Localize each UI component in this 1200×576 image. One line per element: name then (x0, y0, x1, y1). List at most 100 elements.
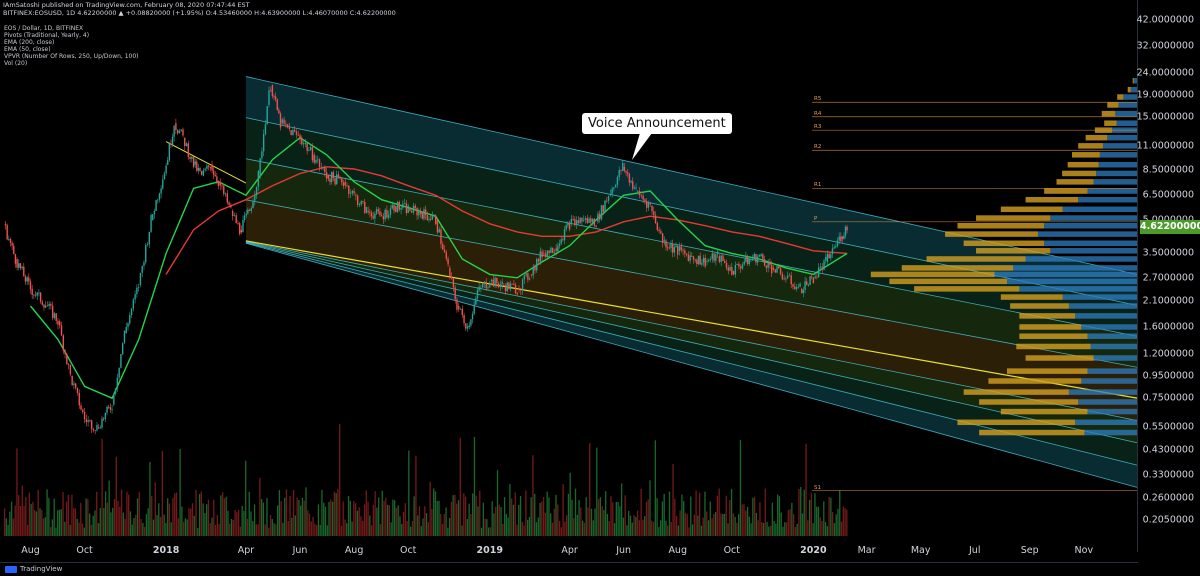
candle-body (194, 161, 196, 165)
candle-body (23, 266, 25, 277)
volume-bar (622, 517, 625, 536)
vpvr-up-bar (1123, 94, 1137, 100)
channel-line (245, 158, 1138, 337)
volume-bar (431, 508, 433, 536)
candle-body (553, 252, 556, 254)
volume-bar (801, 513, 804, 536)
volume-bar (333, 491, 336, 536)
volume-bar (750, 523, 752, 536)
volume-bar (108, 480, 110, 536)
volume-bar (335, 493, 337, 536)
candle-body (841, 236, 844, 239)
candle-body (653, 211, 655, 216)
volume-bar (722, 514, 724, 536)
candle-body (753, 254, 755, 259)
volume-bar (145, 514, 148, 536)
vpvr-up-bar (1093, 355, 1137, 361)
volume-bar (496, 470, 499, 536)
candle-body (792, 284, 794, 287)
candle-body (516, 293, 518, 295)
candle-body (39, 292, 42, 302)
volume-bar (422, 518, 424, 536)
volume-bar (581, 520, 584, 536)
volume-bar (28, 492, 31, 536)
volume-bar (425, 513, 428, 536)
candle-body (14, 254, 17, 264)
volume-bar (729, 499, 731, 536)
indicator-vpvr[interactable]: VPVR (Number Of Rows, 250, Up/Down, 100) (4, 53, 139, 60)
vpvr-down-bar (1000, 206, 1063, 213)
volume-bar (580, 507, 582, 536)
indicator-pivots[interactable]: Pivots (Traditional, Yearly, 4) (4, 32, 90, 39)
volume-bar (49, 527, 52, 536)
candle-body (694, 259, 696, 261)
vpvr-up-bar (1078, 196, 1137, 203)
candle-body (374, 213, 376, 219)
price-axis[interactable]: 42.0000000 32.0000000 24.0000000 19.0000000… (1137, 0, 1200, 552)
candle-body (586, 218, 588, 223)
volume-bar (188, 508, 190, 536)
volume-bar (695, 490, 697, 536)
candle-body (318, 159, 321, 168)
candle-body (501, 281, 503, 285)
vpvr-down-bar (1000, 294, 1063, 300)
candle-body (611, 188, 613, 194)
candle-body (697, 255, 700, 264)
price-tick-label: 2.7000000 (1142, 272, 1194, 284)
volume-bar (209, 523, 211, 536)
candle-body (823, 260, 825, 270)
volume-bar (491, 501, 493, 536)
volume-bar (133, 517, 135, 536)
candle-body (438, 229, 440, 233)
candle-body (743, 261, 745, 265)
indicator-ema200[interactable]: EMA (200, close) (4, 39, 55, 46)
volume-bar (71, 494, 73, 536)
volume-bar (753, 496, 756, 536)
volume-bar (190, 508, 192, 536)
candle-body (635, 187, 637, 189)
candle-body (428, 219, 430, 221)
indicator-ema50[interactable]: EMA (50, close) (4, 46, 51, 53)
candle-body (593, 218, 596, 226)
indicator-symbol[interactable]: EOS / Dollar, 1D, BITFINEX (4, 25, 84, 32)
volume-bar (629, 515, 632, 536)
pivot-label: R1 (814, 182, 822, 189)
volume-bar (206, 504, 208, 536)
candle-body (670, 243, 672, 248)
candle-body (732, 271, 735, 275)
volume-bar (354, 503, 357, 536)
volume-bar (399, 516, 401, 536)
pivot-label: R4 (814, 110, 822, 117)
volume-bar (220, 495, 222, 536)
volume-bar (353, 501, 355, 536)
volume-bar (546, 491, 548, 536)
volume-bar (502, 523, 504, 536)
volume-bar (447, 527, 449, 536)
candle-body (711, 253, 714, 259)
volume-bar (261, 499, 263, 536)
candle-body (302, 143, 305, 145)
volume-bar (647, 499, 649, 536)
volume-bar (503, 497, 506, 536)
candle-body (708, 259, 710, 261)
time-tick-label: Sep (1020, 545, 1039, 556)
volume-bar (587, 507, 589, 536)
candle-body (375, 209, 378, 214)
candle-body (771, 265, 773, 274)
volume-bar (360, 516, 362, 536)
candle-body (152, 214, 154, 220)
volume-bar (569, 472, 571, 536)
volume-bar (558, 520, 561, 536)
candle-body (494, 277, 496, 287)
candle-body (400, 208, 402, 210)
vpvr-down-bar (963, 389, 1069, 395)
candle-body (724, 260, 726, 263)
volume-bar (574, 488, 577, 536)
indicator-volume[interactable]: Vol (20) (4, 60, 28, 67)
volume-bar (553, 508, 555, 536)
volume-bar (427, 522, 429, 536)
volume-bar (96, 491, 98, 536)
volume-bar (433, 488, 435, 536)
candle-body (434, 215, 437, 225)
